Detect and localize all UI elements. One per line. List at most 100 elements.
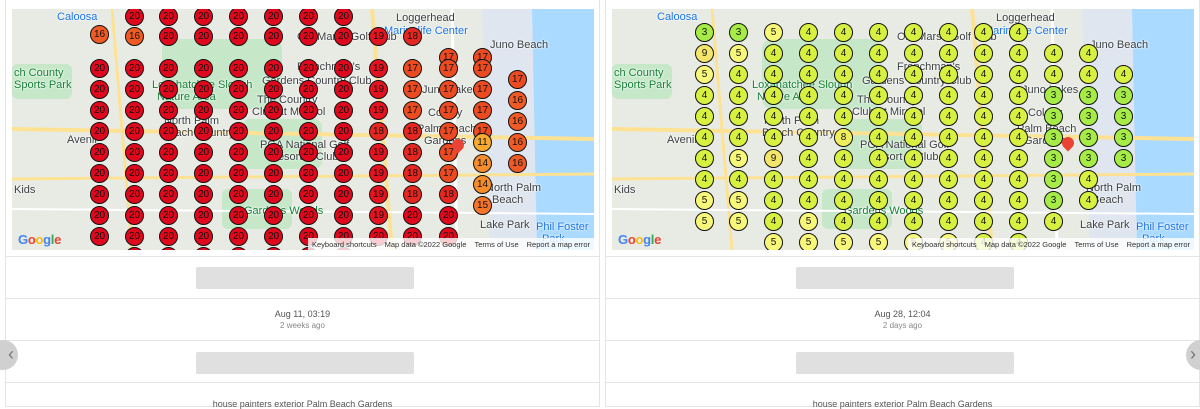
rank-marker[interactable]: 20 <box>159 206 178 225</box>
rank-marker[interactable]: 4 <box>1009 212 1028 231</box>
rank-marker[interactable]: 20 <box>194 101 213 120</box>
rank-marker[interactable]: 4 <box>1044 44 1063 63</box>
rank-marker[interactable]: 20 <box>334 80 353 99</box>
rank-marker[interactable]: 20 <box>90 101 109 120</box>
rank-marker[interactable]: 17 <box>403 80 422 99</box>
rank-marker[interactable]: 20 <box>194 59 213 78</box>
rank-marker[interactable]: 4 <box>974 23 993 42</box>
rank-marker[interactable]: 20 <box>159 143 178 162</box>
rank-marker[interactable]: 20 <box>264 122 283 141</box>
rank-marker[interactable]: 20 <box>159 227 178 246</box>
rank-marker[interactable]: 17 <box>439 59 458 78</box>
rank-marker[interactable]: 4 <box>764 86 783 105</box>
rank-marker[interactable]: 4 <box>1009 86 1028 105</box>
rank-marker[interactable]: 4 <box>869 191 888 210</box>
rank-marker[interactable]: 4 <box>1079 65 1098 84</box>
rank-marker[interactable]: 20 <box>90 185 109 204</box>
ranking-grid-map-right[interactable]: Caloosa Loggerhead Marinelife Center Juno B… <box>612 9 1194 250</box>
rank-marker[interactable]: 17 <box>508 70 527 89</box>
rank-marker[interactable]: 20 <box>229 143 248 162</box>
rank-marker[interactable]: 4 <box>1009 149 1028 168</box>
rank-marker[interactable]: 19 <box>369 27 388 46</box>
terms-link[interactable]: Terms of Use <box>1074 239 1119 249</box>
rank-marker[interactable]: 20 <box>334 185 353 204</box>
rank-marker[interactable]: 19 <box>369 206 388 225</box>
rank-marker[interactable]: 4 <box>764 170 783 189</box>
rank-marker[interactable]: 20 <box>194 143 213 162</box>
rank-marker[interactable]: 17 <box>439 164 458 183</box>
carousel-prev-button[interactable]: ‹ <box>0 340 18 370</box>
rank-marker[interactable]: 20 <box>125 206 144 225</box>
rank-marker[interactable]: 20 <box>299 59 318 78</box>
rank-marker[interactable]: 17 <box>439 101 458 120</box>
rank-marker[interactable]: 5 <box>695 65 714 84</box>
rank-marker[interactable]: 4 <box>974 170 993 189</box>
rank-marker[interactable]: 4 <box>834 65 853 84</box>
rank-marker[interactable]: 4 <box>974 212 993 231</box>
rank-marker[interactable]: 4 <box>904 191 923 210</box>
keyboard-shortcuts-link[interactable]: Keyboard shortcuts <box>911 239 977 249</box>
rank-marker[interactable]: 3 <box>1114 128 1133 147</box>
rank-marker[interactable]: 4 <box>974 86 993 105</box>
rank-marker[interactable]: 20 <box>194 27 213 46</box>
rank-marker[interactable]: 16 <box>508 112 527 131</box>
rank-marker[interactable]: 20 <box>299 80 318 99</box>
rank-marker[interactable]: 4 <box>834 23 853 42</box>
rank-marker[interactable]: 4 <box>939 149 958 168</box>
rank-marker[interactable]: 4 <box>904 107 923 126</box>
rank-marker[interactable]: 16 <box>508 154 527 173</box>
rank-marker[interactable]: 4 <box>939 65 958 84</box>
rank-marker[interactable]: 4 <box>695 86 714 105</box>
rank-marker[interactable]: 4 <box>939 86 958 105</box>
rank-marker[interactable]: 17 <box>403 101 422 120</box>
rank-marker[interactable]: 3 <box>1114 86 1133 105</box>
rank-marker[interactable]: 4 <box>974 149 993 168</box>
rank-marker[interactable]: 4 <box>695 107 714 126</box>
rank-marker[interactable]: 17 <box>439 122 458 141</box>
rank-marker[interactable]: 16 <box>125 27 144 46</box>
rank-marker[interactable]: 3 <box>1044 107 1063 126</box>
rank-marker[interactable]: 4 <box>799 107 818 126</box>
rank-marker[interactable]: 14 <box>473 175 492 194</box>
rank-marker[interactable]: 4 <box>974 128 993 147</box>
rank-marker[interactable]: 4 <box>834 191 853 210</box>
rank-marker[interactable]: 3 <box>1044 191 1063 210</box>
report-error-link[interactable]: Report a map error <box>526 239 590 249</box>
rank-marker[interactable]: 20 <box>264 59 283 78</box>
keyboard-shortcuts-link[interactable]: Keyboard shortcuts <box>311 239 377 249</box>
rank-marker[interactable]: 4 <box>1044 212 1063 231</box>
rank-marker[interactable]: 5 <box>695 191 714 210</box>
rank-marker[interactable]: 20 <box>90 122 109 141</box>
rank-marker[interactable]: 4 <box>904 212 923 231</box>
rank-marker[interactable]: 20 <box>194 185 213 204</box>
rank-marker[interactable]: 4 <box>869 107 888 126</box>
rank-marker[interactable]: 20 <box>334 122 353 141</box>
rank-marker[interactable]: 20 <box>125 164 144 183</box>
rank-marker[interactable]: 4 <box>939 191 958 210</box>
rank-marker[interactable]: 5 <box>729 191 748 210</box>
rank-marker[interactable]: 3 <box>729 23 748 42</box>
rank-marker[interactable]: 3 <box>1044 149 1063 168</box>
rank-marker[interactable]: 4 <box>834 149 853 168</box>
rank-marker[interactable]: 20 <box>334 9 353 26</box>
rank-marker[interactable]: 17 <box>473 101 492 120</box>
rank-marker[interactable]: 20 <box>159 59 178 78</box>
rank-marker[interactable]: 8 <box>834 128 853 147</box>
rank-marker[interactable]: 4 <box>869 23 888 42</box>
rank-marker[interactable]: 4 <box>869 128 888 147</box>
rank-marker[interactable]: 3 <box>695 23 714 42</box>
rank-marker[interactable]: 20 <box>125 122 144 141</box>
rank-marker[interactable]: 4 <box>695 149 714 168</box>
rank-marker[interactable]: 4 <box>1009 65 1028 84</box>
rank-marker[interactable]: 20 <box>334 143 353 162</box>
rank-marker[interactable]: 5 <box>729 212 748 231</box>
rank-marker[interactable]: 3 <box>1079 107 1098 126</box>
rank-marker[interactable]: 20 <box>264 80 283 99</box>
rank-marker[interactable]: 18 <box>439 185 458 204</box>
terms-link[interactable]: Terms of Use <box>474 239 519 249</box>
rank-marker[interactable]: 16 <box>90 25 109 44</box>
rank-marker[interactable]: 4 <box>799 191 818 210</box>
rank-marker[interactable]: 20 <box>299 101 318 120</box>
rank-marker[interactable]: 20 <box>159 101 178 120</box>
rank-marker[interactable]: 4 <box>729 170 748 189</box>
